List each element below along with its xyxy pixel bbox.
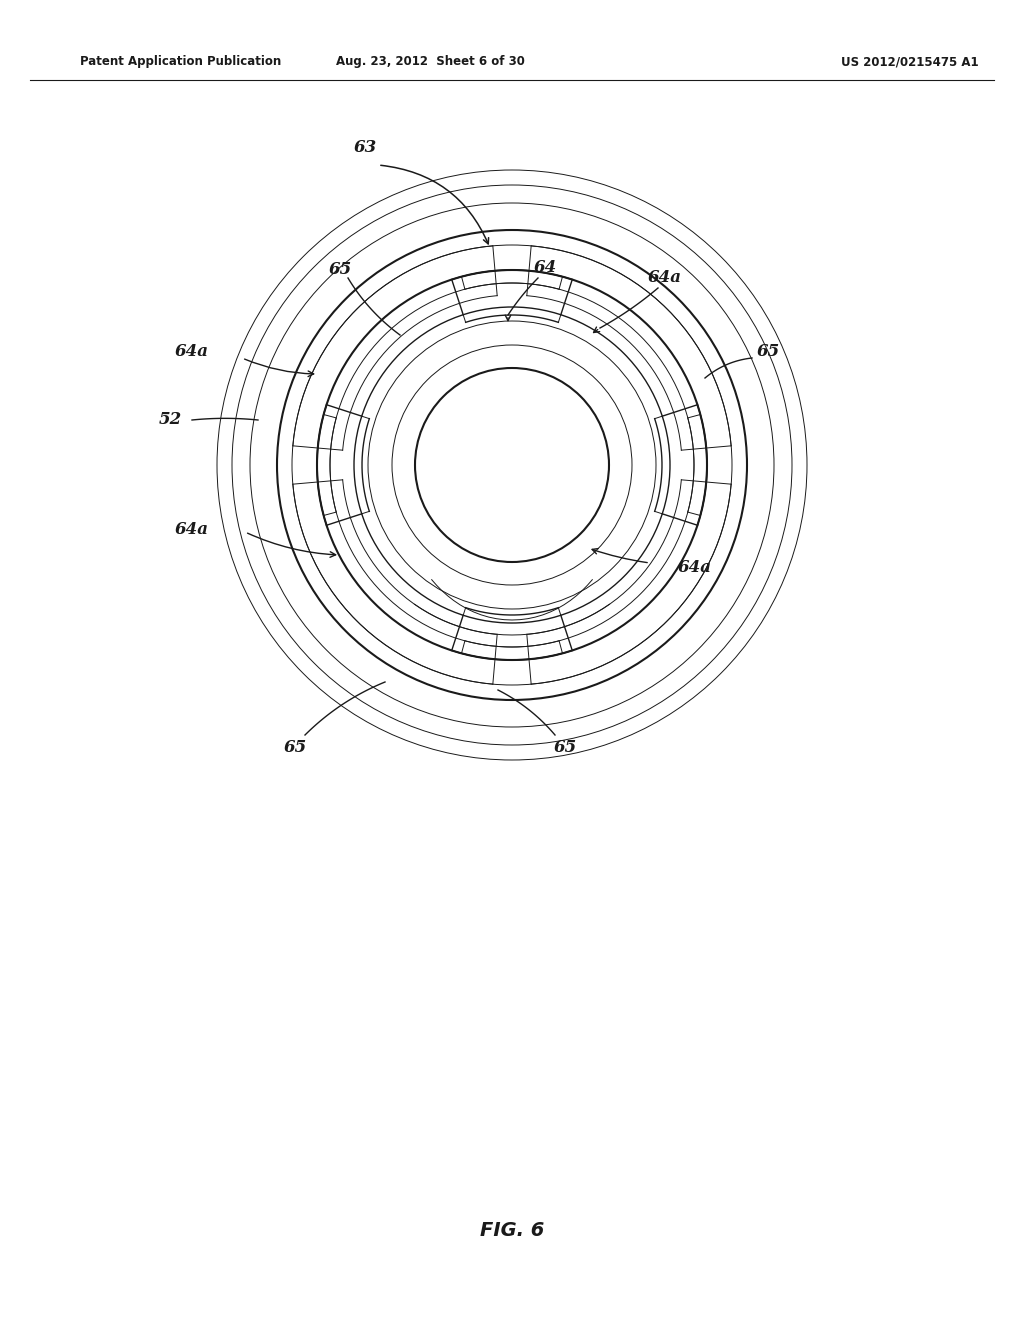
Text: 64a: 64a (175, 521, 209, 539)
Text: Patent Application Publication: Patent Application Publication (80, 55, 282, 69)
Text: 64: 64 (534, 260, 557, 276)
Text: US 2012/0215475 A1: US 2012/0215475 A1 (841, 55, 979, 69)
Text: 65: 65 (553, 739, 577, 756)
Text: 64a: 64a (678, 560, 712, 577)
Text: 65: 65 (329, 261, 351, 279)
Text: 64a: 64a (648, 269, 682, 286)
Text: Aug. 23, 2012  Sheet 6 of 30: Aug. 23, 2012 Sheet 6 of 30 (336, 55, 524, 69)
Text: 65: 65 (284, 739, 306, 756)
Text: 65: 65 (757, 343, 779, 360)
Circle shape (415, 368, 609, 562)
Text: 64a: 64a (175, 343, 209, 360)
Text: FIG. 6: FIG. 6 (480, 1221, 544, 1239)
Text: 63: 63 (353, 140, 377, 157)
Text: 52: 52 (159, 412, 181, 429)
